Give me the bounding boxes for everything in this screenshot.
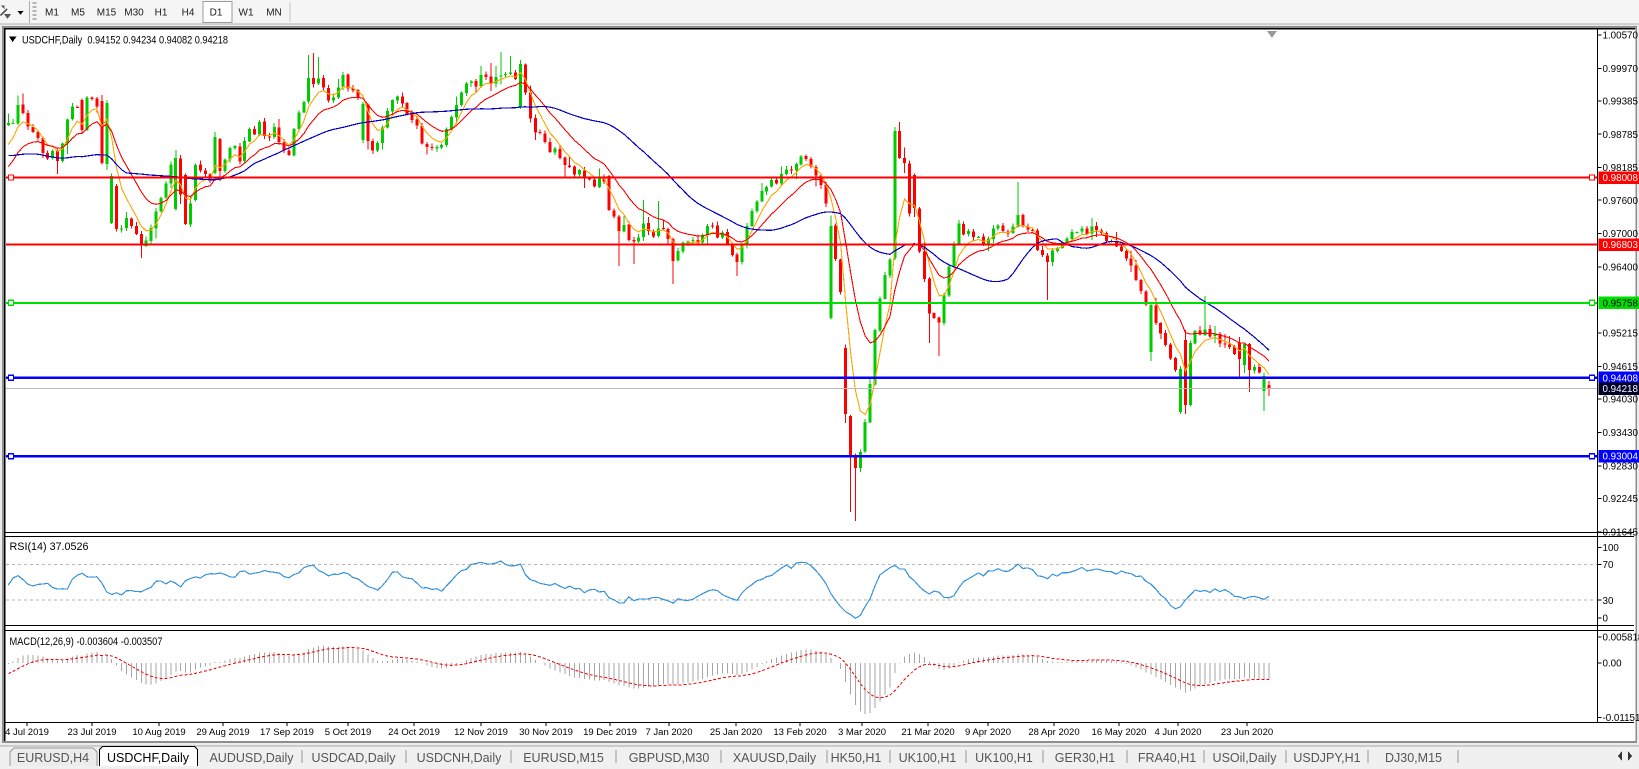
svg-text:28 Apr 2020: 28 Apr 2020: [1028, 727, 1079, 738]
svg-text:16 May 2020: 16 May 2020: [1092, 727, 1147, 738]
svg-text:9 Apr 2020: 9 Apr 2020: [965, 727, 1011, 738]
svg-text:5 Oct 2019: 5 Oct 2019: [325, 727, 371, 738]
svg-text:10 Aug 2019: 10 Aug 2019: [132, 727, 185, 738]
svg-text:29 Aug 2019: 29 Aug 2019: [196, 727, 249, 738]
svg-text:XAUUSD,Daily: XAUUSD,Daily: [733, 751, 817, 765]
svg-text:70: 70: [1603, 560, 1614, 571]
svg-text:0.99970: 0.99970: [1603, 64, 1639, 75]
svg-text:USDCAD,Daily: USDCAD,Daily: [311, 751, 396, 765]
svg-text:USDCHF,Daily 0.94152 0.94234: USDCHF,Daily 0.94152 0.94234 0.94082 0.9…: [22, 35, 228, 47]
svg-text:100: 100: [1603, 543, 1620, 554]
svg-text:GBPUSD,M30: GBPUSD,M30: [629, 751, 710, 765]
svg-text:0.95758: 0.95758: [1603, 298, 1639, 309]
svg-text:0.92245: 0.92245: [1603, 494, 1639, 505]
svg-text:1.00570: 1.00570: [1603, 31, 1639, 42]
svg-text:0.99385: 0.99385: [1603, 96, 1639, 107]
svg-text:USDJPY,H1: USDJPY,H1: [1293, 751, 1360, 765]
svg-text:13 Feb 2020: 13 Feb 2020: [773, 727, 826, 738]
svg-text:FRA40,H1: FRA40,H1: [1138, 751, 1196, 765]
svg-text:USDCHF,Daily: USDCHF,Daily: [107, 751, 190, 765]
svg-text:25 Jan 2020: 25 Jan 2020: [710, 727, 762, 738]
svg-text:M1: M1: [45, 8, 59, 19]
svg-text:RSI(14) 37.0526: RSI(14) 37.0526: [10, 541, 89, 553]
svg-text:0.92830: 0.92830: [1603, 461, 1639, 472]
svg-text:0.96400: 0.96400: [1603, 263, 1639, 274]
svg-text:0.94615: 0.94615: [1603, 362, 1639, 373]
svg-text:12 Nov 2019: 12 Nov 2019: [454, 727, 508, 738]
svg-text:23 Jun 2020: 23 Jun 2020: [1221, 727, 1273, 738]
svg-text:4 Jul 2019: 4 Jul 2019: [5, 727, 49, 738]
svg-text:23 Jul 2019: 23 Jul 2019: [67, 727, 116, 738]
svg-text:0.98785: 0.98785: [1603, 130, 1639, 141]
svg-text:0.005818: 0.005818: [1603, 633, 1639, 644]
svg-text:24 Oct 2019: 24 Oct 2019: [388, 727, 440, 738]
svg-text:GER30,H1: GER30,H1: [1055, 751, 1115, 765]
svg-text:0: 0: [1603, 614, 1609, 625]
svg-text:0.00: 0.00: [1603, 659, 1623, 670]
svg-text:0.96803: 0.96803: [1603, 240, 1639, 251]
svg-text:MACD(12,26,9) -0.003604 -0.003: MACD(12,26,9) -0.003604 -0.003507: [10, 636, 163, 648]
svg-text:AUDUSD,Daily: AUDUSD,Daily: [209, 751, 294, 765]
svg-text:0.91645: 0.91645: [1603, 527, 1639, 538]
svg-text:H4: H4: [182, 8, 195, 19]
svg-text:UK100,H1: UK100,H1: [975, 751, 1033, 765]
svg-text:USOil,Daily: USOil,Daily: [1213, 751, 1278, 765]
svg-text:M15: M15: [97, 8, 117, 19]
svg-text:0.98008: 0.98008: [1603, 173, 1639, 184]
svg-text:0.97000: 0.97000: [1603, 229, 1639, 240]
svg-text:0.95215: 0.95215: [1603, 329, 1639, 340]
svg-text:0.94218: 0.94218: [1603, 384, 1639, 395]
svg-text:30: 30: [1603, 596, 1614, 607]
svg-text:UK100,H1: UK100,H1: [899, 751, 957, 765]
svg-text:21 Mar 2020: 21 Mar 2020: [901, 727, 954, 738]
svg-text:H1: H1: [155, 8, 168, 19]
svg-text:0.93004: 0.93004: [1603, 452, 1639, 463]
svg-text:M30: M30: [124, 8, 144, 19]
svg-text:3 Mar 2020: 3 Mar 2020: [838, 727, 886, 738]
svg-text:17 Sep 2019: 17 Sep 2019: [260, 727, 314, 738]
svg-text:0.93430: 0.93430: [1603, 428, 1639, 439]
svg-text:W1: W1: [239, 8, 254, 19]
svg-text:0.97600: 0.97600: [1603, 196, 1639, 207]
svg-text:D1: D1: [210, 8, 223, 19]
svg-text:0.94030: 0.94030: [1603, 395, 1639, 406]
svg-text:-0.011514: -0.011514: [1603, 713, 1639, 724]
svg-text:EURUSD,M15: EURUSD,M15: [523, 751, 604, 765]
svg-text:HK50,H1: HK50,H1: [831, 751, 882, 765]
svg-text:USDCNH,Daily: USDCNH,Daily: [417, 751, 502, 765]
svg-text:0.94408: 0.94408: [1603, 374, 1639, 385]
svg-text:7 Jan 2020: 7 Jan 2020: [645, 727, 692, 738]
svg-text:DJ30,M15: DJ30,M15: [1385, 751, 1442, 765]
svg-text:EURUSD,H4: EURUSD,H4: [17, 751, 89, 765]
svg-text:30 Nov 2019: 30 Nov 2019: [519, 727, 573, 738]
svg-text:MN: MN: [266, 8, 282, 19]
svg-text:0.98185: 0.98185: [1603, 163, 1639, 174]
svg-text:M5: M5: [71, 8, 85, 19]
svg-text:4 Jun 2020: 4 Jun 2020: [1154, 727, 1201, 738]
svg-text:19 Dec 2019: 19 Dec 2019: [583, 727, 637, 738]
